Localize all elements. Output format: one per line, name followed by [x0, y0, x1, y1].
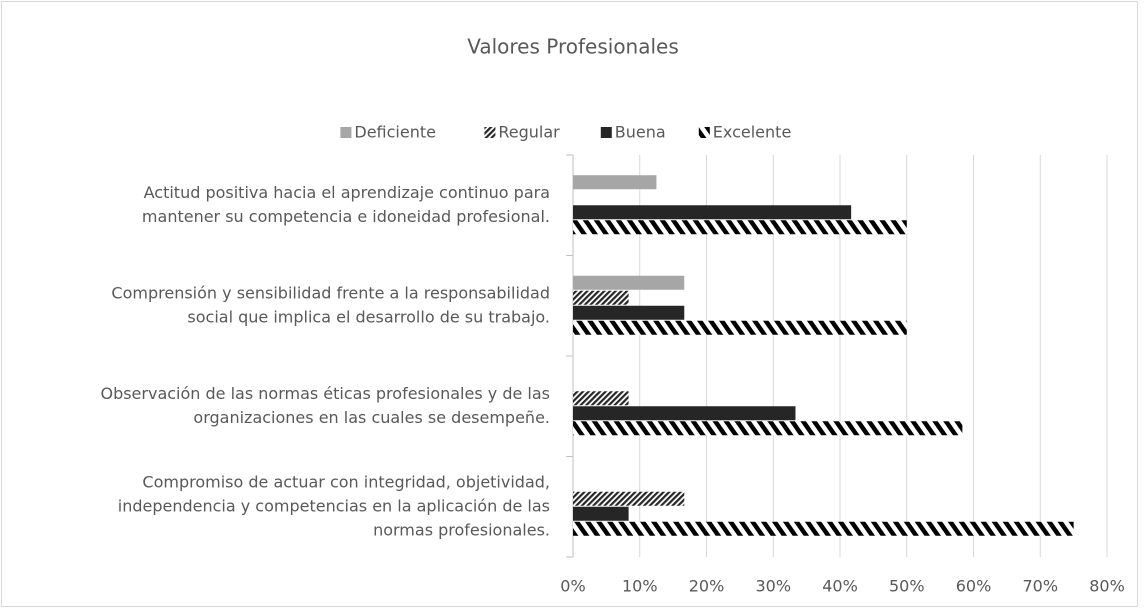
legend-swatch — [340, 127, 352, 138]
y-tick-label: mantener su competencia e idoneidad prof… — [142, 207, 550, 226]
x-tick-label: 0% — [560, 577, 585, 596]
legend-swatch — [600, 127, 612, 138]
x-tick-label: 80% — [1089, 577, 1125, 596]
x-tick-label: 70% — [1022, 577, 1058, 596]
bar — [573, 421, 963, 436]
legend-label: Buena — [615, 123, 666, 142]
chart-border — [1, 1, 1138, 607]
x-tick-label: 30% — [755, 577, 791, 596]
y-tick-label: Comprensión y sensibilidad frente a la r… — [111, 283, 550, 302]
legend-swatch — [698, 127, 710, 138]
bar — [573, 305, 685, 320]
bar — [573, 175, 657, 190]
y-tick-label: social que implica el desarrollo de su t… — [187, 307, 550, 326]
bar — [573, 290, 629, 305]
y-tick-label: Observación de las normas éticas profesi… — [100, 384, 550, 403]
bar — [573, 506, 629, 521]
bar — [573, 275, 685, 290]
y-tick-label: Actitud positiva hacia el aprendizaje co… — [144, 183, 550, 202]
x-tick-label: 50% — [889, 577, 925, 596]
bar — [573, 220, 907, 235]
bar — [573, 320, 907, 335]
x-tick-label: 60% — [956, 577, 992, 596]
bar — [573, 521, 1074, 536]
x-tick-label: 10% — [622, 577, 658, 596]
y-tick-label: normas profesionales. — [373, 520, 550, 539]
bar — [573, 491, 685, 506]
legend-swatch — [484, 127, 496, 138]
legend-label: Regular — [498, 123, 560, 142]
bar — [573, 205, 852, 220]
legend-label: Excelente — [713, 123, 791, 142]
chart-title: Valores Profesionales — [467, 35, 679, 59]
y-tick-label: organizaciones en las cuales se desempeñ… — [193, 408, 550, 427]
legend-label: Deficiente — [354, 123, 436, 142]
y-tick-label: independencia y competencias en la aplic… — [118, 496, 550, 515]
bar — [573, 406, 796, 421]
x-tick-label: 40% — [822, 577, 858, 596]
x-tick-label: 20% — [689, 577, 725, 596]
bar — [573, 391, 629, 406]
y-tick-label: Compromiso de actuar con integridad, obj… — [142, 472, 550, 491]
